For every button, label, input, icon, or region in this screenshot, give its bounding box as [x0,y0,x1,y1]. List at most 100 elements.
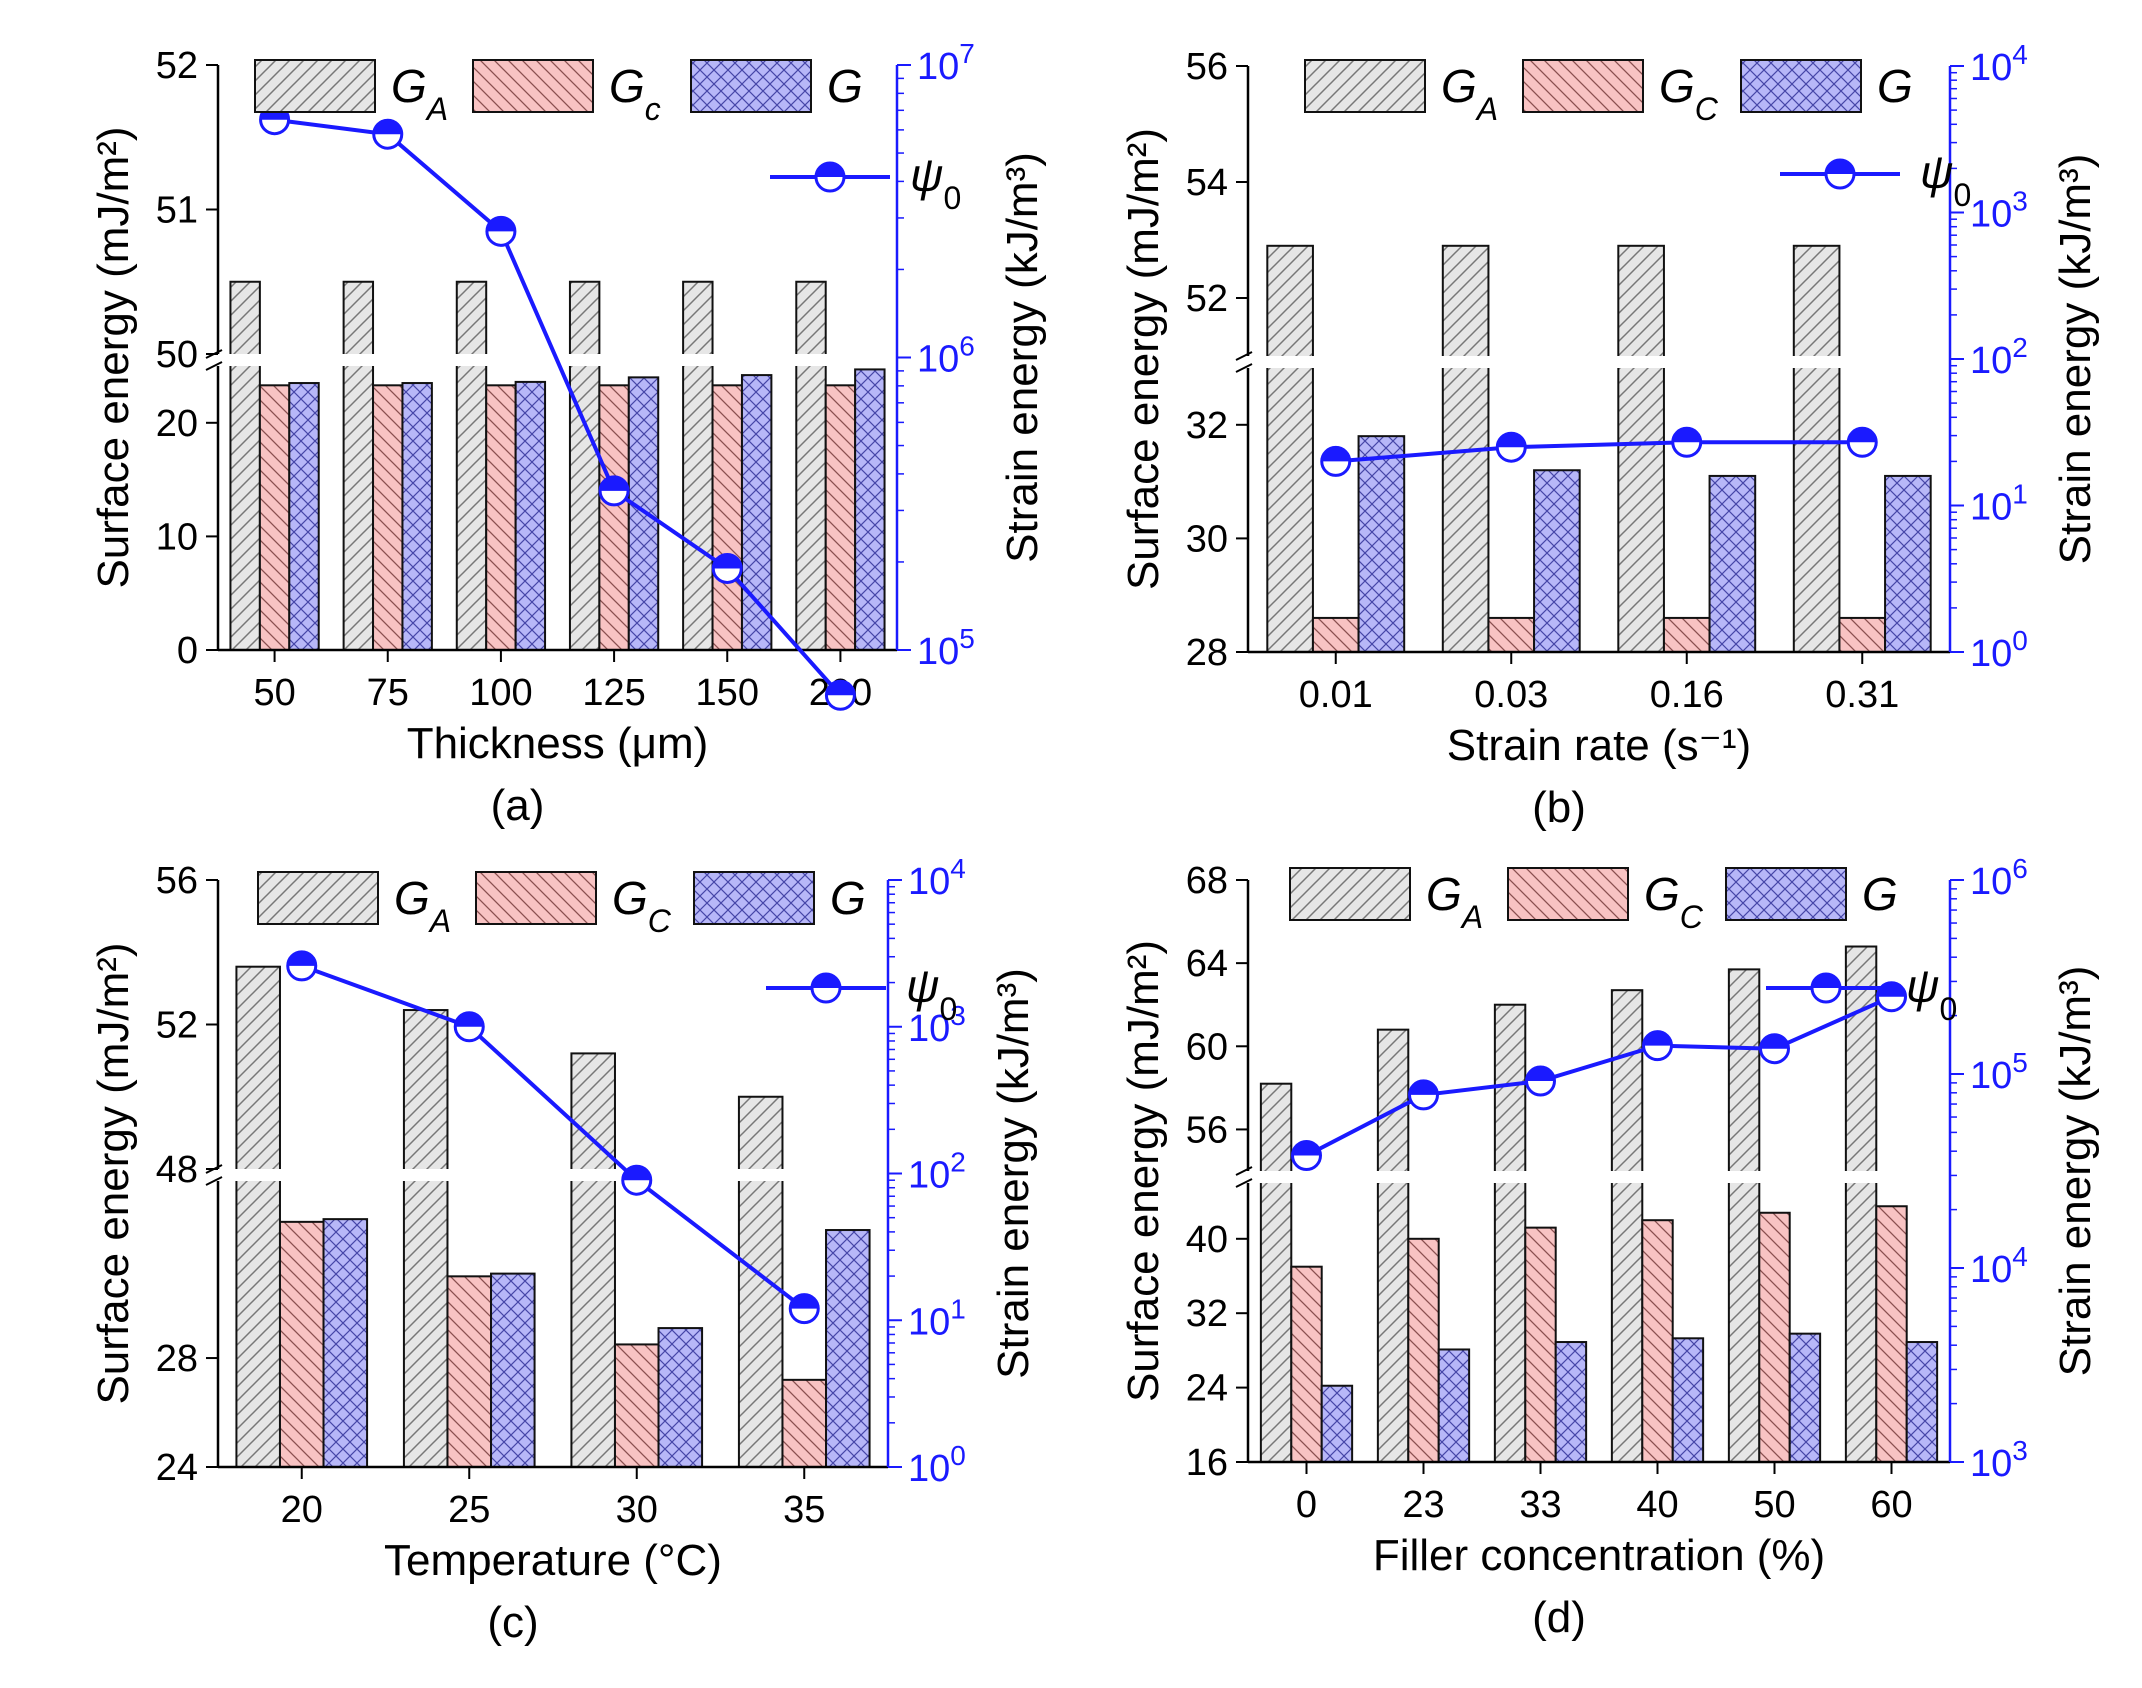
psi-marker-b-0 [1320,445,1352,477]
x-tick-label: 35 [783,1489,825,1531]
psi-marker-d-4 [1759,1033,1790,1065]
bar-gc-d-1 [1407,1237,1440,1464]
legend-label-psi: ψ0 [1920,146,1971,213]
x-tick-label: 0.03 [1474,674,1548,716]
psi-marker-fill [1409,1080,1438,1095]
x-axis-title: Strain rate (s⁻¹) [1447,721,1751,770]
bar-gc-a-0 [258,384,291,651]
x-tick-label: 30 [616,1489,658,1531]
left-tick-label: 24 [156,1447,198,1489]
left-tick-label: 52 [1186,278,1228,320]
legend-psi-marker-fill [812,974,840,988]
psi-marker-fill [1292,1141,1321,1156]
x-tick-label: 40 [1636,1484,1678,1526]
legend-a: GA Gc Gψ0 [254,59,961,216]
psi-marker-fill [713,554,742,569]
bar-ga-c-3 [737,1095,784,1468]
axis-break-mark [1235,363,1253,373]
bar-g-a-4 [740,374,773,651]
bar-gc-a-3 [598,384,630,651]
right-tick-label: 102 [1970,332,2028,382]
axis-break-gap [198,1169,888,1181]
psi-marker-a-3 [598,475,630,507]
legend-label-gc: GC [1644,868,1704,935]
bar-ga-d-5 [1844,945,1878,1463]
y-axis-title: Surface energy (mJ/m²) [1119,940,1168,1402]
psi-marker-d-0 [1291,1140,1322,1172]
axis-break-mark [205,1176,223,1186]
x-axis-title: Temperature (°C) [384,1536,722,1585]
legend-label-psi: ψ0 [1906,960,1957,1027]
legend-swatch-gc [1507,867,1629,921]
bar-gc-d-4 [1758,1211,1791,1464]
right-tick-label: 101 [908,1293,966,1343]
bar-gc-a-5 [824,384,857,651]
psi-marker-c-2 [621,1164,653,1196]
psi-marker-fill [1760,1034,1789,1049]
left-tick-label: 54 [1186,162,1228,204]
bar-g-d-1 [1437,1348,1471,1463]
x-axis-title: Thickness (μm) [407,719,709,768]
bar-gc-a-2 [485,384,517,651]
bar-g-b-0 [1357,435,1406,653]
right-tick-label: 105 [1970,1047,2028,1097]
psi-marker-d-3 [1642,1030,1673,1062]
psi-marker-fill [455,1012,484,1027]
legend-label-g: G [1862,868,1898,920]
y2-axis-title: Strain energy (kJ/m³) [2051,966,2100,1377]
x-tick-label: 0.01 [1299,674,1373,716]
legend-swatch-g [693,871,815,925]
bar-gc-c-0 [278,1220,325,1469]
bar-gc-b-3 [1838,616,1887,653]
y2-axis-title: Strain energy (kJ/m³) [2051,154,2100,565]
x-tick-label: 20 [281,1489,323,1531]
axis-break-mark [1235,1166,1253,1176]
legend-label-gc: GC [1659,60,1719,127]
psi-marker-a-4 [711,552,743,584]
psi-marker-b-1 [1495,431,1527,463]
legend-label-g: G [1877,60,1913,112]
legend-swatch-g [1740,59,1862,113]
axis-break-mark [1235,1178,1253,1188]
right-tick-label: 107 [917,38,975,88]
bar-ga-b-2 [1617,244,1665,654]
left-tick-label: 32 [1186,1293,1228,1335]
left-tick-label: 40 [1186,1219,1228,1261]
left-tick-label: 30 [1186,518,1228,560]
psi-marker-a-1 [372,118,404,150]
chart-panel-d: 16 24 32 40 56 60 64 68 103 104 105 106 0 23 33 40 50 60 S… [1119,853,2100,1642]
left-tick-label: 28 [1186,632,1228,674]
y2-axis-title: Strain energy (kJ/m³) [989,968,1038,1379]
bar-ga-d-4 [1727,968,1761,1464]
psi-marker-fill [373,120,402,135]
left-tick-label: 64 [1186,943,1228,985]
legend-c: GA GC Gψ0 [257,871,957,1027]
bar-g-d-2 [1554,1341,1588,1464]
x-axis-title: Filler concentration (%) [1373,1531,1825,1580]
left-tick-label: 60 [1186,1026,1228,1068]
right-tick-label: 106 [917,331,975,381]
bar-gc-b-2 [1662,616,1711,653]
bar-ga-b-3 [1792,244,1841,654]
psi-marker-fill [600,476,629,491]
left-tick-label: 52 [156,1005,198,1047]
chart-panel-b: 28 30 32 52 54 56 100 101 102 103 104 0.01 0.03 0.16 0… [1119,39,2100,832]
psi-line [1335,440,1863,464]
bar-g-c-1 [490,1272,536,1468]
axis-break-mark [205,361,223,371]
chart-panel-a: 010205051521051061075075100125150200Surf… [89,38,1047,830]
bar-ga-b-0 [1266,244,1314,654]
bar-g-a-3 [627,376,660,651]
axis-break-gap [198,354,897,366]
left-tick-label: 24 [1186,1368,1228,1410]
left-tick-label: 56 [156,860,198,902]
bar-gc-d-5 [1875,1205,1908,1463]
bar-ga-a-1 [342,280,375,651]
psi-marker-fill [1321,447,1350,462]
psi-marker-d-2 [1525,1065,1556,1097]
legend-swatch-gc [472,59,594,113]
bar-g-d-5 [1905,1341,1939,1464]
x-tick-label: 75 [367,672,409,714]
right-tick-label: 103 [1970,186,2028,236]
bar-g-a-5 [854,368,886,651]
